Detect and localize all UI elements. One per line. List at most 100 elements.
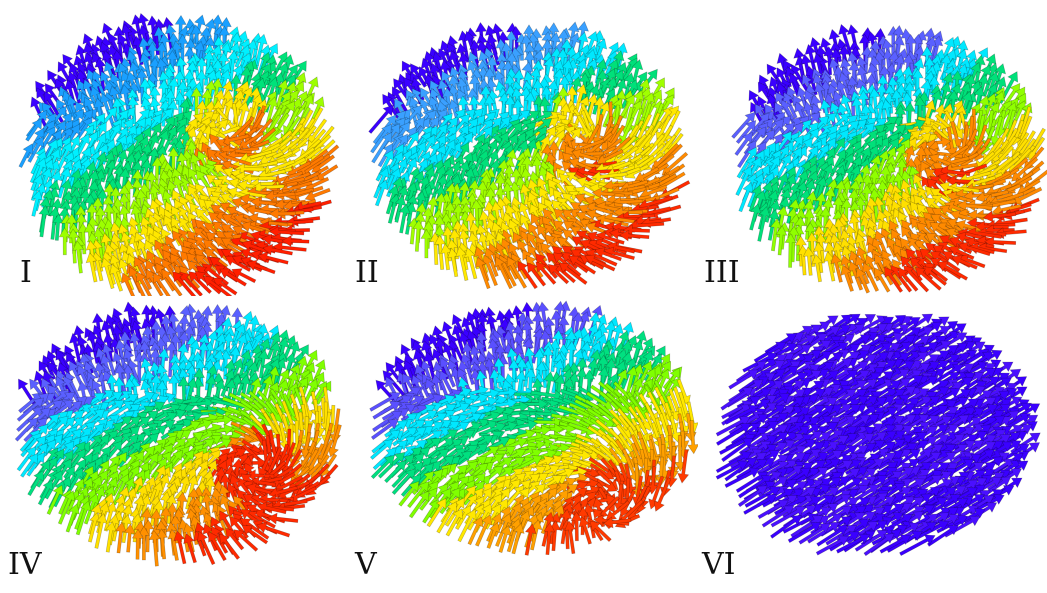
arrow-glyph	[823, 251, 836, 282]
arrow-glyph	[761, 505, 795, 528]
arrow-glyph	[142, 519, 155, 553]
arrow-glyph	[874, 253, 894, 286]
arrow-glyph	[420, 228, 433, 259]
arrow-glyph	[982, 62, 999, 97]
arrow-glyph	[146, 41, 159, 73]
arrow-glyph	[262, 243, 293, 256]
arrow-glyph	[210, 525, 229, 554]
arrow-glyph	[240, 220, 270, 235]
arrow-glyph	[155, 41, 168, 78]
arrow-glyph	[251, 181, 285, 194]
arrow-glyph	[370, 123, 392, 154]
arrow-glyph	[27, 470, 44, 497]
arrow-glyph	[832, 240, 845, 275]
arrow-glyph	[161, 268, 183, 296]
arrow-glyph	[922, 266, 948, 287]
arrow-glyph	[114, 338, 127, 370]
arrow-glyph	[854, 255, 870, 285]
arrow-glyph	[578, 516, 592, 545]
arrow-glyph	[816, 460, 854, 482]
arrow-glyph	[677, 449, 690, 484]
arrow-glyph	[237, 131, 265, 149]
panel-label-4: IV	[8, 547, 42, 582]
panel-4: IV	[0, 297, 349, 593]
arrow-glyph	[20, 453, 39, 478]
arrow-glyph	[724, 404, 760, 425]
arrow-glyph	[1010, 432, 1041, 455]
arrow-glyph	[1011, 186, 1043, 205]
arrow-glyph	[391, 427, 418, 447]
arrow-glyph	[899, 534, 936, 557]
arrow-glyph	[386, 167, 402, 198]
arrow-glyph	[956, 199, 993, 212]
arrow-glyph	[601, 123, 620, 152]
arrow-glyph	[547, 79, 560, 113]
arrow-glyph	[820, 314, 853, 338]
arrow-glyph	[231, 268, 257, 284]
arrow-glyph	[730, 422, 762, 446]
arrow-glyph	[752, 359, 786, 380]
arrow-glyph	[241, 239, 271, 255]
arrow-glyph	[58, 227, 71, 256]
arrow-glyph	[44, 469, 63, 500]
arrow-glyph	[478, 422, 507, 437]
arrow-glyph	[16, 397, 45, 422]
arrow-glyph	[190, 86, 203, 124]
arrow-glyph	[735, 165, 753, 197]
arrow-glyph	[225, 206, 257, 223]
arrow-glyph	[203, 275, 233, 296]
arrow-glyph	[434, 234, 447, 270]
arrow-glyph	[208, 531, 227, 562]
arrow-glyph	[36, 126, 56, 156]
arrow-glyph	[75, 500, 92, 536]
arrow-glyph	[239, 518, 270, 540]
arrow-glyph	[31, 189, 44, 217]
arrow-glyph	[57, 166, 72, 199]
arrow-glyph	[634, 132, 653, 156]
arrow-glyph	[133, 256, 153, 291]
arrow-glyph	[574, 147, 604, 161]
arrow-glyph	[165, 340, 178, 378]
arrow-glyph	[962, 449, 995, 473]
arrow-glyph	[557, 315, 570, 346]
panel-label-6: VI	[702, 547, 736, 582]
arrow-glyph	[391, 468, 416, 496]
arrow-glyph	[211, 77, 224, 108]
arrow-glyph	[778, 433, 813, 456]
arrow-glyph	[229, 516, 250, 540]
arrow-glyph	[368, 104, 394, 134]
arrow-glyph	[121, 272, 136, 296]
arrow-glyph	[951, 255, 978, 270]
arrow-glyph	[757, 206, 771, 242]
arrow-glyph	[937, 261, 969, 281]
arrow-glyph	[267, 512, 299, 525]
panel-label-5: V	[355, 547, 377, 582]
arrow-glyph	[440, 243, 453, 271]
arrow-glyph	[373, 166, 390, 199]
panel-label-3: III	[704, 255, 740, 290]
arrow-glyph	[863, 533, 895, 557]
arrow-glyph	[593, 96, 606, 130]
arrow-glyph	[218, 25, 231, 56]
arrow-glyph	[262, 501, 295, 514]
arrow-glyph	[372, 401, 401, 420]
arrow-glyph	[807, 441, 840, 465]
arrow-glyph	[327, 424, 342, 458]
arrow-glyph	[862, 262, 880, 292]
vector-field-image-4	[14, 301, 342, 567]
arrow-glyph	[156, 528, 169, 560]
arrow-glyph	[937, 81, 952, 112]
arrow-glyph	[659, 469, 672, 498]
arrow-glyph	[570, 511, 583, 542]
arrow-glyph	[374, 179, 389, 207]
arrow-glyph	[407, 481, 430, 509]
arrow-glyph	[14, 417, 39, 442]
arrow-glyph	[753, 341, 787, 363]
arrow-glyph	[655, 456, 668, 487]
arrow-glyph	[383, 420, 408, 438]
arrow-glyph	[570, 148, 598, 162]
arrow-glyph	[653, 477, 672, 512]
arrow-glyph	[123, 523, 136, 553]
arrow-glyph	[16, 446, 37, 472]
arrow-glyph	[48, 206, 61, 240]
